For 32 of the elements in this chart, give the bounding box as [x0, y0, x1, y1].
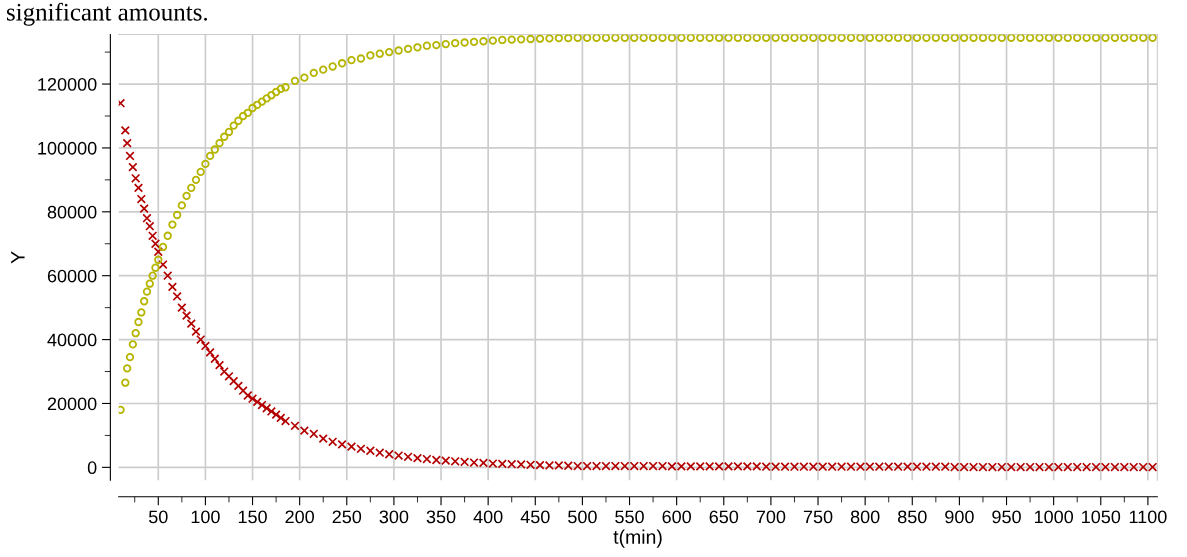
y-tick-label: 20000: [47, 397, 97, 411]
x-tick-label: 350: [426, 510, 456, 524]
x-tick-label: 250: [332, 510, 362, 524]
x-tick-label: 50: [148, 510, 168, 524]
x-tick-label: 850: [898, 510, 927, 524]
text: significant amounts.: [6, 2, 208, 26]
y-tick-label: 80000: [47, 205, 97, 219]
x-tick-label: 150: [238, 510, 267, 524]
x-tick-label: 1100: [1129, 510, 1167, 524]
x-axis-title: t(min): [613, 529, 662, 548]
y-axis-title: Y: [11, 251, 25, 264]
x-tick-label: 1050: [1082, 510, 1121, 524]
y-tick-label: 100000: [38, 141, 97, 155]
x-tick-label: 800: [850, 510, 880, 524]
x-tick-label: 700: [756, 510, 786, 524]
y-tick-label: 120000: [38, 77, 97, 91]
x-tick-label: 1000: [1034, 510, 1074, 524]
x-tick-label: 400: [473, 510, 503, 524]
x-tick-label: 200: [285, 510, 315, 524]
y-tick-label: 0: [87, 461, 97, 475]
x-tick-label: 100: [191, 510, 220, 524]
x-tick-label: 300: [379, 510, 409, 524]
x-tick-label: 450: [520, 510, 550, 524]
x-tick-label: 500: [568, 510, 597, 524]
x-tick-label: 950: [992, 510, 1021, 524]
x-tick-label: 900: [945, 510, 974, 524]
y-tick-label: 60000: [47, 269, 97, 283]
x-tick-label: 650: [709, 510, 739, 524]
x-tick-label: 600: [662, 510, 692, 524]
x-tick-label: 550: [615, 510, 644, 524]
x-tick-label: 750: [803, 510, 833, 524]
y-tick-label: 40000: [47, 333, 97, 347]
